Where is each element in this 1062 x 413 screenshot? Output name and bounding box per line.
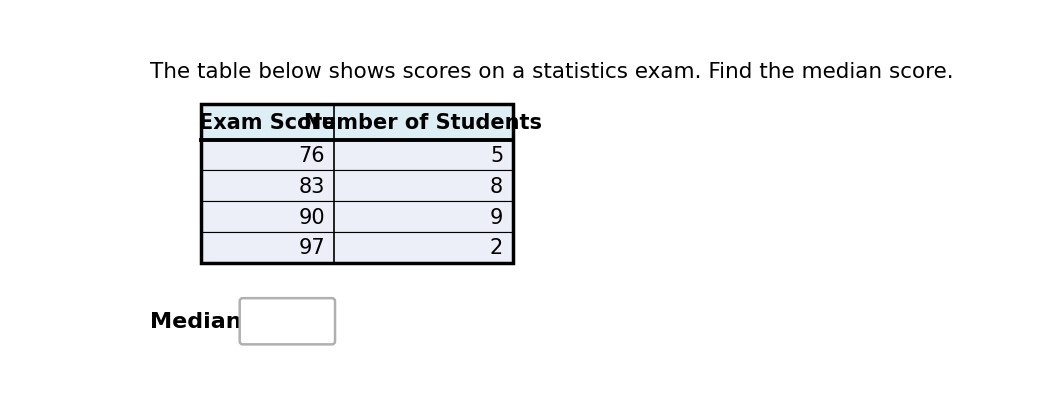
Text: Exam Score: Exam Score	[199, 113, 337, 133]
FancyBboxPatch shape	[240, 299, 335, 344]
Bar	[201, 105, 513, 263]
Text: 83: 83	[298, 176, 325, 196]
Text: 9: 9	[490, 207, 503, 227]
Text: Number of Students: Number of Students	[305, 113, 543, 133]
Text: 90: 90	[298, 207, 325, 227]
Text: 76: 76	[298, 146, 325, 166]
Text: 5: 5	[490, 146, 503, 166]
Text: 97: 97	[298, 238, 325, 258]
Text: 2: 2	[490, 238, 503, 258]
Bar	[201, 233, 513, 263]
Text: Median =: Median =	[150, 311, 268, 332]
Text: The table below shows scores on a statistics exam. Find the median score.: The table below shows scores on a statis…	[150, 62, 954, 82]
Text: 8: 8	[490, 176, 503, 196]
Bar	[201, 202, 513, 233]
Bar	[201, 171, 513, 202]
Bar	[201, 105, 513, 140]
Bar	[201, 140, 513, 171]
